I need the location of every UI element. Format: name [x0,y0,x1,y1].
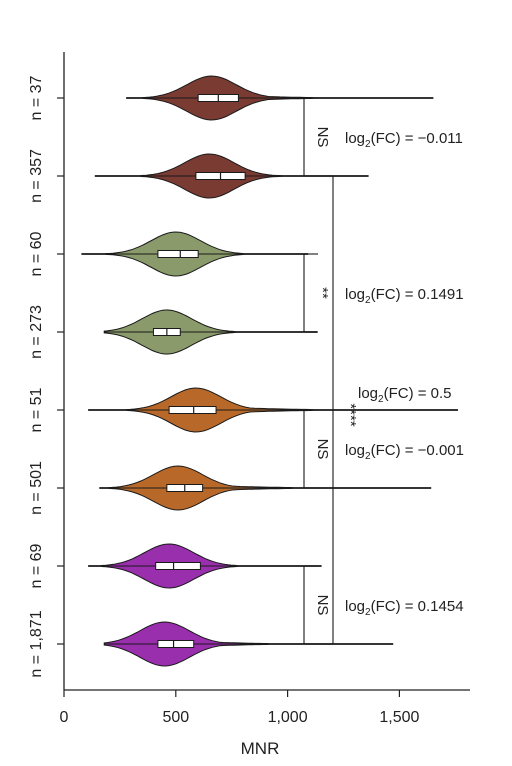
iqr-box [157,250,199,258]
violin-group [103,309,318,355]
y-tick-label: n = 51 [28,387,45,432]
significance-label: **** [342,403,359,427]
significance-label: NS [314,127,331,148]
significance-label: ** [314,287,331,299]
x-tick-label: 500 [162,709,189,726]
fold-change-label: log2(FC) = 0.1491 [345,286,464,306]
x-tick-label: 1,000 [268,709,308,726]
iqr-box [155,562,201,570]
x-tick-label: 1,500 [379,709,419,726]
fold-change-label: log2(FC) = 0.5 [358,385,452,405]
y-tick-label: n = 37 [28,75,45,120]
outer-comparison-bracket: **** [318,175,359,645]
significance-label: NS [314,439,331,460]
fold-change-label: log2(FC) = −0.011 [345,130,463,150]
y-tick-label: n = 357 [28,149,45,203]
iqr-box [168,406,217,414]
violin-group [126,75,434,121]
y-tick-label: n = 1,871 [28,610,45,677]
significance-label: NS [314,595,331,616]
comparison-brackets: NS log2(FC) = −0.011 ** log2(FC) = 0.1491 NS… [303,97,464,645]
violin-group [88,387,459,433]
iqr-box [157,640,195,648]
y-tick-label: n = 273 [28,305,45,359]
violins-layer [81,75,459,667]
comparison-bracket: NS [303,565,331,645]
y-tick-label: n = 69 [28,543,45,588]
violin-group [88,543,322,589]
fold-change-label: log2(FC) = 0.1454 [345,598,464,618]
x-axis-title: MNR [241,739,280,758]
fold-change-label: log2(FC) = −0.001 [345,442,464,462]
y-tick-label: n = 501 [28,461,45,515]
violin-group [81,231,309,277]
x-tick-label: 0 [60,709,69,726]
comparison-bracket: NS [303,409,331,489]
y-tick-label: n = 60 [28,231,45,276]
axes-layer: n = 37 n = 357 n = 60 n = 273 n = 51 n = 501 n… [28,52,470,726]
comparison-bracket: NS [303,97,331,177]
comparison-bracket: ** [303,253,331,333]
violin-group [99,465,432,511]
violin-group [103,621,394,667]
